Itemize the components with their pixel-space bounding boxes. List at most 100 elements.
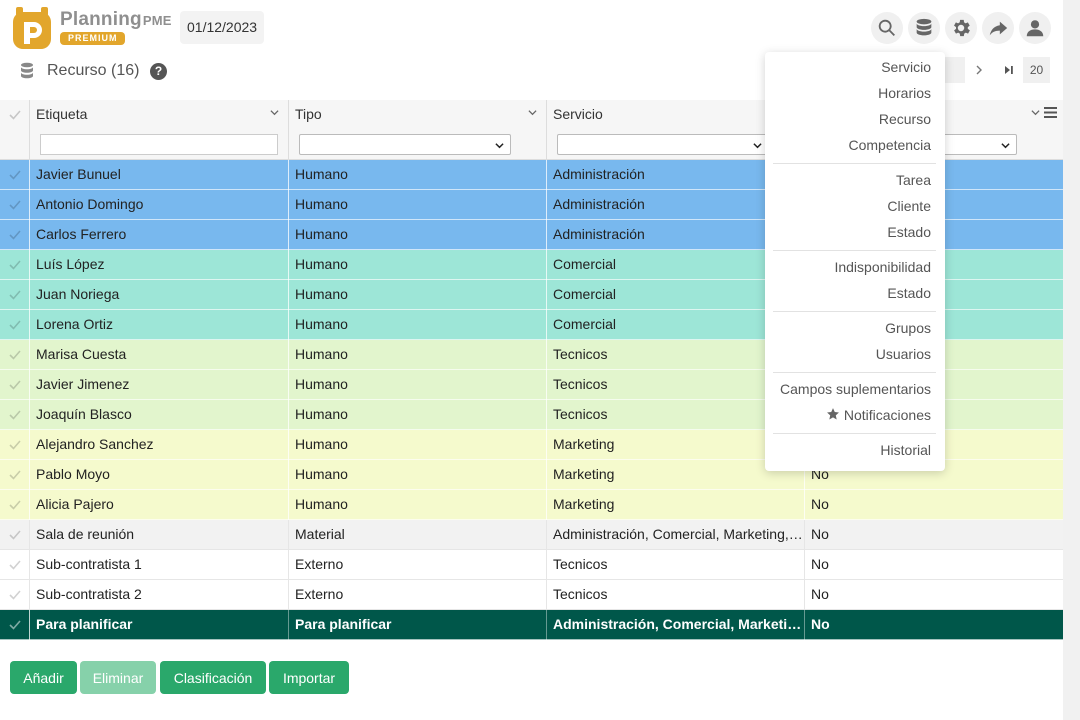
cell-tipo: Humano xyxy=(289,310,547,340)
row-checkbox[interactable] xyxy=(0,190,30,220)
cell-servicio: Administración, Comercial, Marketing, Te… xyxy=(547,610,805,640)
chevron-down-icon xyxy=(1001,143,1010,149)
table-row[interactable]: Sala de reunión Material Administración, C… xyxy=(0,520,1063,550)
row-checkbox[interactable] xyxy=(0,220,30,250)
check-icon xyxy=(8,500,21,510)
check-icon xyxy=(8,200,21,210)
row-checkbox[interactable] xyxy=(0,400,30,430)
delete-button[interactable]: Eliminar xyxy=(80,661,156,694)
cell-tipo: Externo xyxy=(289,580,547,610)
menu-item-competencia[interactable]: Competencia xyxy=(848,137,932,153)
menu-item-usuarios[interactable]: Usuarios xyxy=(875,346,931,362)
row-checkbox[interactable] xyxy=(0,520,30,550)
cell-etiqueta: Para planificar xyxy=(30,610,289,640)
database-icon xyxy=(916,18,932,36)
database-button[interactable] xyxy=(908,12,940,44)
table-row[interactable]: Para planificar Para planificar Administra… xyxy=(0,610,1063,640)
menu-item-servicio[interactable]: Servicio xyxy=(881,59,931,75)
cell-extra: No xyxy=(811,616,830,632)
row-checkbox[interactable] xyxy=(0,580,30,610)
cell-etiqueta: Joaquín Blasco xyxy=(30,400,289,430)
menu-item-recurso[interactable]: Recurso xyxy=(878,111,931,127)
database-menu: Servicio Horarios Recurso Competencia Ta… xyxy=(765,52,945,471)
cell-tipo: Humano xyxy=(289,430,547,460)
check-icon xyxy=(8,530,21,540)
menu-divider xyxy=(773,250,936,251)
cell-tipo: Humano xyxy=(289,340,547,370)
table-row[interactable]: Sub-contratista 2 Externo Tecnicos No xyxy=(0,580,1063,610)
cell-extra: No xyxy=(811,586,829,602)
chevron-down-icon[interactable] xyxy=(270,108,279,117)
menu-item-horarios[interactable]: Horarios xyxy=(878,85,931,101)
cell-servicio: Marketing xyxy=(547,490,805,520)
menu-divider xyxy=(773,372,936,373)
cell-servicio: Tecnicos xyxy=(547,550,805,580)
menu-item-campos-suplementarios[interactable]: Campos suplementarios xyxy=(780,381,931,397)
share-button[interactable] xyxy=(982,12,1014,44)
check-icon xyxy=(9,110,21,120)
row-checkbox[interactable] xyxy=(0,280,30,310)
cell-etiqueta: Alicia Pajero xyxy=(30,490,289,520)
pager-next-button[interactable] xyxy=(965,57,993,83)
row-checkbox[interactable] xyxy=(0,550,30,580)
help-icon[interactable]: ? xyxy=(150,63,167,80)
row-checkbox[interactable] xyxy=(0,310,30,340)
row-checkbox[interactable] xyxy=(0,160,30,190)
settings-button[interactable] xyxy=(945,12,977,44)
cell-etiqueta: Luís López xyxy=(30,250,289,280)
cell-etiqueta: Sub-contratista 2 xyxy=(30,580,289,610)
row-checkbox[interactable] xyxy=(0,430,30,460)
date-picker[interactable]: 01/12/2023 xyxy=(180,11,265,44)
menu-item-estado-indisponibilidad[interactable]: Estado xyxy=(887,285,931,301)
import-button[interactable]: Importar xyxy=(269,661,349,694)
pager-last-button[interactable] xyxy=(996,57,1022,83)
check-icon xyxy=(8,560,21,570)
add-button[interactable]: Añadir xyxy=(10,661,77,694)
vertical-scrollbar[interactable] xyxy=(1063,0,1080,720)
cell-tipo: Material xyxy=(289,520,547,550)
cell-etiqueta: Javier Bunuel xyxy=(30,160,289,190)
menu-item-estado-tarea[interactable]: Estado xyxy=(887,224,931,240)
menu-item-label: Notificaciones xyxy=(843,407,931,423)
search-icon xyxy=(878,19,895,36)
row-checkbox[interactable] xyxy=(0,460,30,490)
menu-item-tarea[interactable]: Tarea xyxy=(895,172,931,188)
star-icon xyxy=(826,408,839,420)
row-checkbox[interactable] xyxy=(0,340,30,370)
check-icon xyxy=(8,290,21,300)
menu-item-cliente[interactable]: Cliente xyxy=(887,198,931,214)
column-header-etiqueta[interactable]: Etiqueta xyxy=(30,100,289,160)
menu-item-grupos[interactable]: Grupos xyxy=(885,320,931,336)
menu-item-notificaciones[interactable]: Notificaciones xyxy=(826,407,931,423)
etiqueta-filter-input[interactable] xyxy=(40,134,278,155)
search-button[interactable] xyxy=(871,12,903,44)
menu-item-historial[interactable]: Historial xyxy=(880,442,931,458)
servicio-filter-select[interactable] xyxy=(557,134,769,155)
check-icon xyxy=(8,440,21,450)
cell-etiqueta: Juan Noriega xyxy=(30,280,289,310)
select-all-checkbox[interactable] xyxy=(0,100,30,160)
column-menu-icon[interactable] xyxy=(1044,107,1057,118)
cell-tipo: Humano xyxy=(289,190,547,220)
user-button[interactable] xyxy=(1019,12,1051,44)
chevron-down-icon[interactable] xyxy=(528,108,537,117)
cell-tipo: Humano xyxy=(289,250,547,280)
row-checkbox[interactable] xyxy=(0,370,30,400)
table-row[interactable]: Alicia Pajero Humano Marketing No xyxy=(0,490,1063,520)
menu-item-indisponibilidad[interactable]: Indisponibilidad xyxy=(834,259,931,275)
sort-button[interactable]: Clasificación xyxy=(160,661,266,694)
column-header-tipo[interactable]: Tipo xyxy=(289,100,547,160)
menu-divider xyxy=(773,311,936,312)
tipo-filter-select[interactable] xyxy=(299,134,511,155)
check-icon xyxy=(8,350,21,360)
user-icon xyxy=(1026,20,1044,37)
check-icon xyxy=(8,230,21,240)
row-checkbox[interactable] xyxy=(0,250,30,280)
table-row[interactable]: Sub-contratista 1 Externo Tecnicos No xyxy=(0,550,1063,580)
page-size-selector[interactable]: 20 xyxy=(1023,57,1050,83)
cell-etiqueta: Marisa Cuesta xyxy=(30,340,289,370)
chevron-down-icon[interactable] xyxy=(1031,108,1040,117)
row-checkbox[interactable] xyxy=(0,490,30,520)
row-checkbox[interactable] xyxy=(0,610,30,640)
check-icon xyxy=(8,410,21,420)
